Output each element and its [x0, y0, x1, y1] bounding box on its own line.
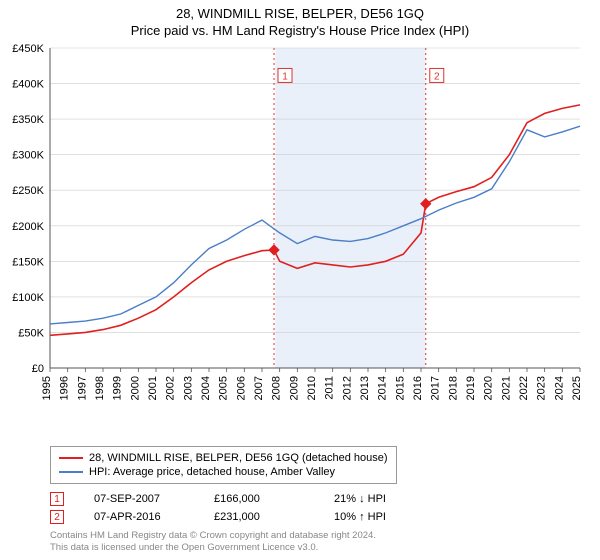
svg-text:2024: 2024: [553, 376, 565, 400]
svg-text:2017: 2017: [430, 376, 442, 400]
svg-text:2014: 2014: [377, 376, 389, 400]
transaction-marker: 2: [50, 510, 64, 524]
svg-text:1999: 1999: [112, 376, 124, 400]
svg-text:1998: 1998: [94, 376, 106, 400]
transaction-price: £231,000: [214, 511, 304, 523]
svg-text:£100K: £100K: [12, 292, 44, 304]
svg-text:2019: 2019: [465, 376, 477, 400]
svg-text:2021: 2021: [500, 376, 512, 400]
svg-text:£450K: £450K: [12, 43, 44, 55]
chart-legend: 28, WINDMILL RISE, BELPER, DE56 1GQ (det…: [50, 446, 397, 484]
svg-text:2006: 2006: [235, 376, 247, 400]
svg-text:2020: 2020: [483, 376, 495, 400]
svg-text:2016: 2016: [412, 376, 424, 400]
svg-text:1996: 1996: [59, 376, 71, 400]
transaction-date: 07-SEP-2007: [94, 493, 184, 505]
svg-text:£350K: £350K: [12, 114, 44, 126]
transaction-marker: 1: [50, 492, 64, 506]
transaction-date: 07-APR-2016: [94, 511, 184, 523]
transaction-table: 1 07-SEP-2007 £166,000 21% ↓ HPI 2 07-AP…: [50, 490, 424, 526]
chart-title-main: 28, WINDMILL RISE, BELPER, DE56 1GQ: [0, 0, 600, 21]
svg-text:£50K: £50K: [18, 327, 44, 339]
svg-text:2025: 2025: [571, 376, 583, 400]
svg-text:2002: 2002: [165, 376, 177, 400]
transaction-delta: 21% ↓ HPI: [334, 493, 424, 505]
transaction-delta: 10% ↑ HPI: [334, 511, 424, 523]
svg-text:2013: 2013: [359, 376, 371, 400]
footer-attribution: Contains HM Land Registry data © Crown c…: [50, 530, 376, 554]
transaction-row: 1 07-SEP-2007 £166,000 21% ↓ HPI: [50, 490, 424, 508]
svg-text:£0: £0: [32, 363, 44, 375]
legend-swatch: [59, 471, 83, 473]
svg-text:2015: 2015: [394, 376, 406, 400]
svg-text:2003: 2003: [182, 376, 194, 400]
line-chart-svg: £0£50K£100K£150K£200K£250K£300K£350K£400…: [50, 48, 580, 403]
legend-label: 28, WINDMILL RISE, BELPER, DE56 1GQ (det…: [89, 452, 388, 464]
svg-text:2011: 2011: [324, 376, 336, 400]
svg-text:2008: 2008: [271, 376, 283, 400]
svg-text:2022: 2022: [518, 376, 530, 400]
svg-text:£150K: £150K: [12, 256, 44, 268]
svg-text:£250K: £250K: [12, 185, 44, 197]
footer-line: This data is licensed under the Open Gov…: [50, 542, 376, 554]
svg-text:2007: 2007: [253, 376, 265, 400]
chart-plot-area: £0£50K£100K£150K£200K£250K£300K£350K£400…: [50, 48, 580, 403]
svg-text:1995: 1995: [41, 376, 53, 400]
svg-text:2018: 2018: [447, 376, 459, 400]
svg-text:2005: 2005: [218, 376, 230, 400]
svg-text:2000: 2000: [129, 376, 141, 400]
legend-swatch: [59, 457, 83, 459]
svg-text:£200K: £200K: [12, 221, 44, 233]
transaction-price: £166,000: [214, 493, 304, 505]
svg-text:2009: 2009: [288, 376, 300, 400]
svg-text:2001: 2001: [147, 376, 159, 400]
chart-title-sub: Price paid vs. HM Land Registry's House …: [0, 21, 600, 42]
legend-label: HPI: Average price, detached house, Ambe…: [89, 466, 335, 478]
svg-text:2004: 2004: [200, 376, 212, 400]
transaction-row: 2 07-APR-2016 £231,000 10% ↑ HPI: [50, 508, 424, 526]
legend-item: HPI: Average price, detached house, Ambe…: [59, 465, 388, 479]
svg-text:2012: 2012: [341, 376, 353, 400]
svg-text:2023: 2023: [536, 376, 548, 400]
svg-text:£400K: £400K: [12, 79, 44, 91]
svg-text:2010: 2010: [306, 376, 318, 400]
footer-line: Contains HM Land Registry data © Crown c…: [50, 530, 376, 542]
svg-text:1: 1: [282, 71, 288, 82]
svg-text:1997: 1997: [76, 376, 88, 400]
svg-text:£300K: £300K: [12, 150, 44, 162]
svg-text:2: 2: [434, 71, 440, 82]
legend-item: 28, WINDMILL RISE, BELPER, DE56 1GQ (det…: [59, 451, 388, 465]
